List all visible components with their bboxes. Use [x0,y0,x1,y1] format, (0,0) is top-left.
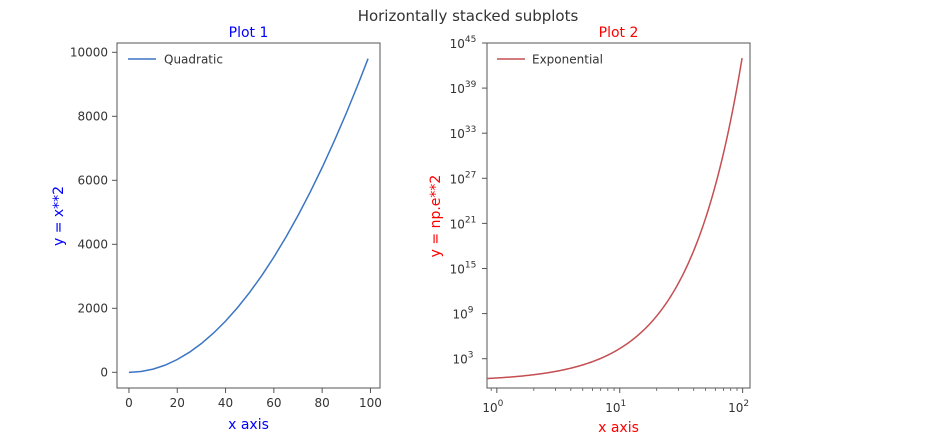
plot1-title: Plot 1 [229,25,269,41]
plot1-quadratic-line [128,58,369,374]
plot2-xtick-label: 100 [482,399,503,415]
plot2-legend-label: Exponential [532,53,603,67]
plot2-ytick-label: 103 [452,351,473,367]
plot2-ytick-label: 1045 [450,35,477,51]
plot2-ytick-base: 10 [450,37,465,51]
plot2-ytick-label: 1033 [450,125,477,141]
plot2-ytick-exponent: 3 [468,351,474,361]
plot2-xtick-label: 101 [605,399,626,415]
plot2-xtick-base: 10 [728,401,743,415]
plot2-ytick-base: 10 [450,217,465,231]
plot1-legend: Quadratic [128,53,223,67]
plot2-xticks: 100 101 102 [482,388,749,415]
plot1-ylabel: y = x**2 [51,186,67,246]
plot2-xtick-label: 102 [728,399,749,415]
plot2-ytick-label: 1021 [450,215,477,231]
plot2-ytick-exponent: 9 [468,306,474,316]
plot2-exponential-line [486,57,743,380]
plot2-ytick-exponent: 21 [465,215,476,225]
plot1-ytick-label: 2000 [77,301,108,315]
plot2-ytick-label: 109 [452,306,473,322]
plot2-ytick-base: 10 [450,127,465,141]
plot1-xticks: 0 20 40 60 80 100 [125,388,382,410]
plot2-ytick-exponent: 33 [465,125,476,135]
plot1-ytick-label: 4000 [77,237,108,251]
plot1-legend-label: Quadratic [164,53,223,67]
plot1-xtick-label: 80 [315,396,330,410]
plot1-xtick-label: 0 [125,396,133,410]
plot1-frame [116,42,381,389]
plot1-ytick-label: 10000 [70,45,108,59]
plot2-ytick-label: 1039 [450,80,477,96]
plot1-ytick-label: 0 [100,365,108,379]
plot2-axes: Plot 2 x axis y = np.e**2 100 101 102 1031… [428,25,751,432]
plot2-ytick-exponent: 15 [465,260,476,270]
plot1-yticks: 0 2000 4000 6000 8000 10000 [70,45,117,379]
plot2-ytick-exponent: 45 [465,35,476,45]
plot2-ylabel: y = np.e**2 [428,175,444,258]
plot2-ytick-label: 1027 [450,170,477,186]
plot2-ytick-base: 10 [452,308,467,322]
plot2-ytick-base: 10 [452,353,467,367]
plot2-xtick-exponent: 1 [621,399,627,409]
plot2-xtick-base: 10 [482,401,497,415]
plot1-xtick-label: 20 [170,396,185,410]
plot1-ytick-label: 8000 [77,109,108,123]
plot2-xlabel: x axis [598,420,639,432]
plot2-ytick-label: 1015 [450,260,477,276]
plot2-xtick-exponent: 0 [498,399,504,409]
plot1-xtick-label: 60 [266,396,281,410]
plot2-title: Plot 2 [599,25,639,41]
plot2-xtick-base: 10 [605,401,620,415]
plot1-xtick-label: 40 [218,396,233,410]
plot2-frame [486,42,751,389]
plot2-ytick-base: 10 [450,262,465,276]
plot1-ytick-label: 6000 [77,173,108,187]
plot1-xlabel: x axis [228,417,269,432]
plot2-ytick-exponent: 27 [465,170,476,180]
plot2-ytick-base: 10 [450,172,465,186]
figure-suptitle: Horizontally stacked subplots [358,7,579,25]
plot2-ytick-base: 10 [450,82,465,96]
plot2-xtick-exponent: 2 [743,399,749,409]
plot1-axes: Plot 1 x axis y = x**2 0 20 40 60 80 100 0 200… [51,25,382,432]
plot2-ytick-exponent: 39 [465,80,477,90]
plot2-legend: Exponential [497,53,603,67]
plot1-xtick-label: 100 [359,396,382,410]
